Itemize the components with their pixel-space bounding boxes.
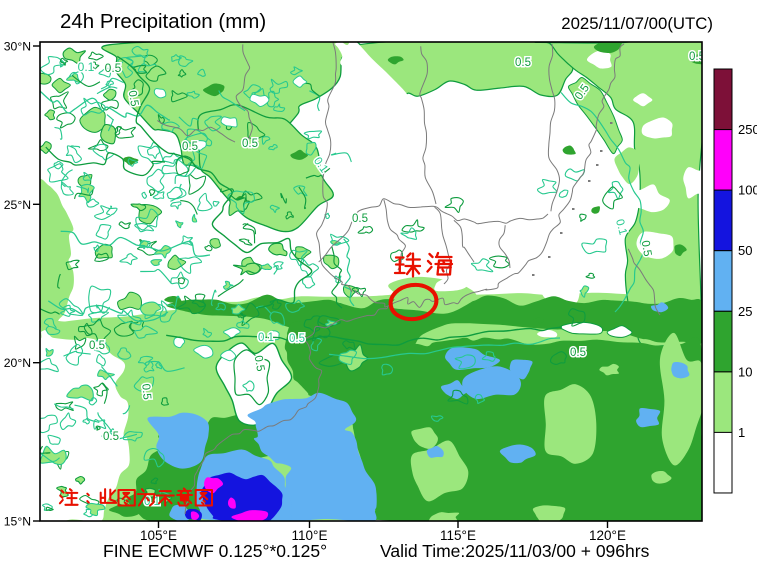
svg-text:0.5: 0.5 — [515, 57, 531, 69]
svg-text:0.5: 0.5 — [182, 141, 198, 153]
svg-text:110°E: 110°E — [292, 528, 328, 543]
svg-text:0.5: 0.5 — [126, 90, 141, 108]
svg-text:15°N: 15°N — [4, 515, 31, 529]
svg-text:25°N: 25°N — [4, 198, 31, 212]
svg-text:0.5: 0.5 — [289, 333, 305, 345]
svg-text:0.5: 0.5 — [252, 355, 267, 373]
svg-text:0.5: 0.5 — [89, 340, 105, 352]
svg-text:50: 50 — [738, 243, 752, 258]
svg-text:0.5: 0.5 — [570, 347, 586, 359]
svg-text:25: 25 — [738, 304, 752, 319]
svg-text:0.5: 0.5 — [105, 61, 122, 75]
svg-text:100: 100 — [738, 183, 757, 198]
svg-text:0.5: 0.5 — [103, 431, 119, 443]
svg-text:0.5: 0.5 — [689, 51, 705, 63]
svg-text:30°N: 30°N — [4, 40, 31, 54]
svg-text:0.1: 0.1 — [613, 218, 629, 237]
svg-text:20°N: 20°N — [4, 356, 31, 370]
svg-text:250: 250 — [738, 122, 757, 137]
svg-text:0.1: 0.1 — [258, 332, 274, 344]
svg-text:FINE ECMWF 0.125°*0.125°: FINE ECMWF 0.125°*0.125° — [103, 541, 327, 561]
svg-text:2025/11/07/00(UTC): 2025/11/07/00(UTC) — [561, 14, 713, 33]
svg-text:1: 1 — [738, 425, 745, 440]
svg-text:0.5: 0.5 — [352, 213, 368, 225]
svg-text:0.5: 0.5 — [139, 383, 152, 400]
svg-text:Valid Time:2025/11/03/00 + 096: Valid Time:2025/11/03/00 + 096hrs — [380, 541, 650, 561]
svg-text:115°E: 115°E — [440, 528, 476, 543]
svg-text:105°E: 105°E — [140, 528, 177, 543]
svg-text:0.1: 0.1 — [78, 60, 95, 74]
svg-text:0.5: 0.5 — [639, 240, 654, 258]
svg-text:0.5: 0.5 — [242, 138, 258, 150]
svg-text:120°E: 120°E — [589, 528, 626, 543]
svg-text:24h Precipitation (mm): 24h Precipitation (mm) — [60, 10, 266, 33]
svg-text:10: 10 — [738, 364, 752, 379]
